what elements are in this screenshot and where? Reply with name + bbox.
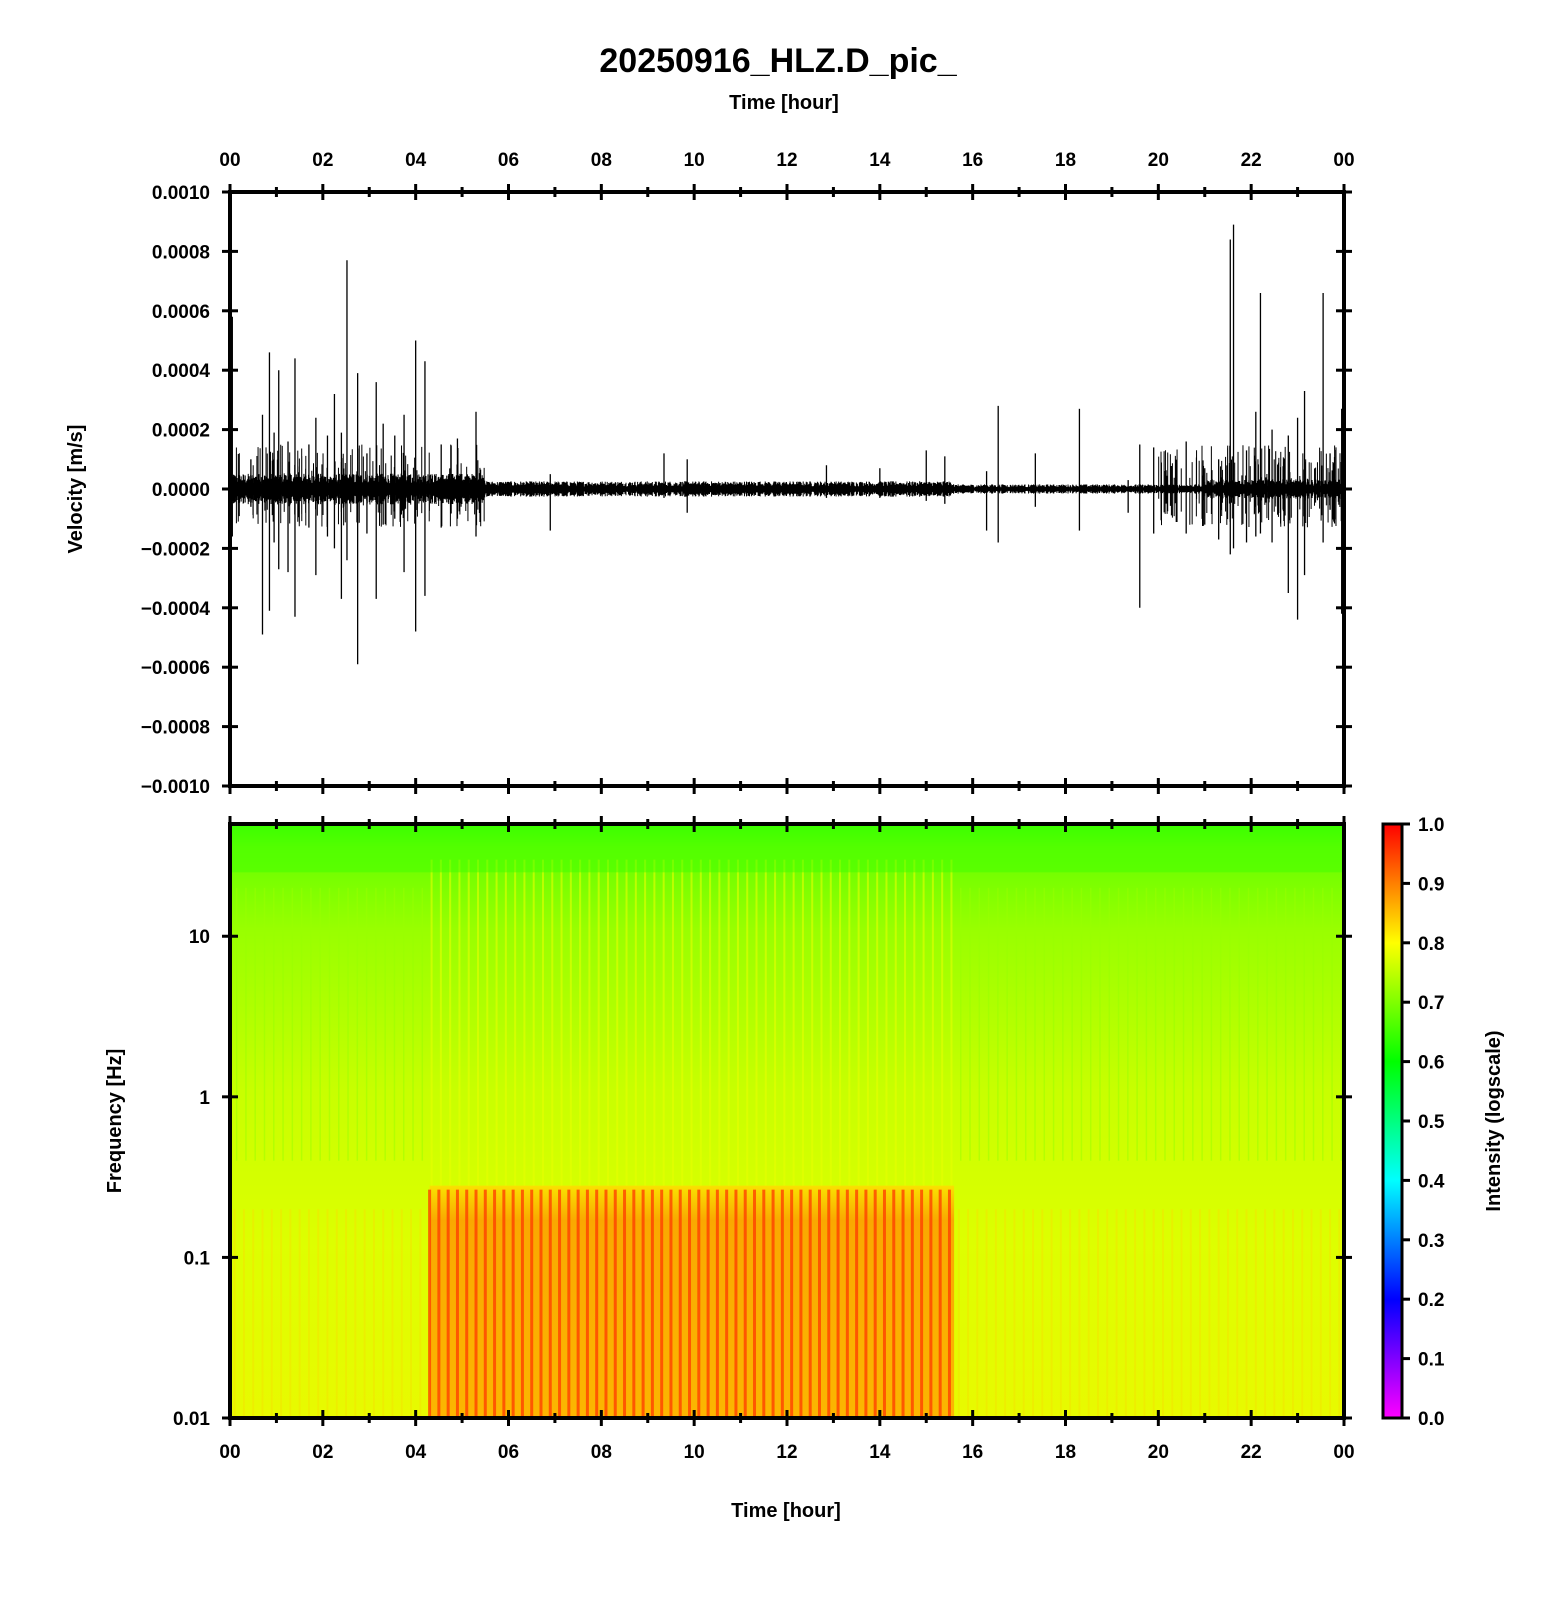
bottom-x-tick-label: 20 (1148, 1442, 1169, 1463)
spectrogram-panel: 00 02 04 06 08 10 12 14 16 18 20 22 00 10 1 0.1 0.01 Fre… (104, 816, 1355, 1522)
velocity-y-tick-label: −0.0010 (141, 777, 210, 798)
bottom-x-tick-label: 16 (962, 1442, 983, 1463)
velocity-y-tick-label: −0.0004 (141, 599, 211, 620)
colorbar-tick-label: 0.4 (1418, 1171, 1445, 1192)
velocity-y-tick-label: −0.0008 (141, 718, 210, 739)
velocity-y-tick-label: −0.0006 (141, 658, 210, 679)
frequency-y-axis-label: Frequency [Hz] (104, 1049, 126, 1193)
velocity-axis-ticks: 00 02 04 06 08 10 12 14 16 18 20 22 00 0.0010 0.0008 0.… (141, 150, 1355, 798)
colorbar-tick-label: 1.0 (1418, 815, 1444, 836)
bottom-x-tick-label: 10 (684, 1442, 705, 1463)
colorbar-ticks: 1.0 0.9 0.8 0.7 0.6 0.5 0.4 0.3 0.2 0.1 0.0 (1402, 815, 1445, 1430)
bottom-x-tick-label: 02 (312, 1442, 333, 1463)
top-x-tick-label: 20 (1148, 150, 1169, 171)
top-x-tick-label: 00 (1333, 150, 1354, 171)
velocity-y-tick-label: 0.0008 (152, 242, 210, 263)
bottom-x-tick-label: 08 (591, 1442, 612, 1463)
bottom-x-tick-label: 00 (1333, 1442, 1354, 1463)
colorbar-tick-label: 0.5 (1418, 1112, 1445, 1133)
colorbar-tick-label: 0.7 (1418, 993, 1444, 1014)
chart-title: 20250916_HLZ.D_pic_ (599, 42, 957, 80)
top-x-tick-label: 12 (776, 150, 797, 171)
top-x-tick-label: 14 (869, 150, 891, 171)
velocity-noise (229, 444, 1345, 528)
velocity-trace (229, 224, 1345, 665)
bottom-x-tick-label: 06 (498, 1442, 519, 1463)
spectrogram-stripes (230, 824, 1344, 1418)
velocity-y-tick-label: −0.0002 (141, 539, 210, 560)
colorbar: 1.0 0.9 0.8 0.7 0.6 0.5 0.4 0.3 0.2 0.1 0.0 Intens… (1381, 815, 1505, 1430)
velocity-y-tick-label: 0.0002 (152, 421, 210, 442)
bottom-x-tick-label: 12 (776, 1442, 797, 1463)
velocity-panel: 00 02 04 06 08 10 12 14 16 18 20 22 00 0.0010 0.0008 0.… (65, 150, 1355, 798)
top-x-tick-label: 02 (312, 150, 333, 171)
colorbar-tick-label: 0.9 (1418, 874, 1444, 895)
top-x-tick-label: 16 (962, 150, 983, 171)
bottom-x-tick-label: 04 (405, 1442, 427, 1463)
colorbar-tick-label: 0.6 (1418, 1053, 1444, 1074)
spectrogram-top-band (230, 824, 1344, 873)
colorbar-tick-label: 0.8 (1418, 934, 1444, 955)
velocity-y-tick-label: 0.0000 (152, 480, 210, 501)
top-x-axis-label: Time [hour] (729, 92, 839, 114)
velocity-y-tick-label: 0.0004 (152, 361, 211, 382)
top-x-tick-label: 10 (684, 150, 705, 171)
bottom-x-axis-label: Time [hour] (731, 1500, 841, 1522)
colorbar-tick-label: 0.0 (1418, 1409, 1444, 1430)
bottom-x-tick-label: 22 (1241, 1442, 1262, 1463)
colorbar-tick-label: 0.1 (1418, 1350, 1445, 1371)
top-x-tick-label: 22 (1241, 150, 1262, 171)
top-x-tick-label: 04 (405, 150, 427, 171)
velocity-y-tick-label: 0.0006 (152, 302, 210, 323)
top-x-tick-label: 06 (498, 150, 519, 171)
colorbar-label: Intensity (logscale) (1483, 1030, 1505, 1211)
bottom-x-tick-label: 00 (219, 1442, 240, 1463)
frequency-y-tick-label: 0.1 (184, 1248, 211, 1269)
velocity-y-tick-label: 0.0010 (152, 183, 210, 204)
top-x-tick-label: 18 (1055, 150, 1076, 171)
top-x-tick-label: 08 (591, 150, 612, 171)
colorbar-gradient (1381, 822, 1404, 1420)
frequency-y-tick-label: 0.01 (173, 1409, 210, 1430)
colorbar-tick-label: 0.2 (1418, 1290, 1444, 1311)
frequency-y-tick-label: 1 (199, 1088, 210, 1109)
top-x-tick-label: 00 (219, 150, 240, 171)
bottom-x-tick-label: 14 (869, 1442, 891, 1463)
colorbar-tick-label: 0.3 (1418, 1231, 1444, 1252)
bottom-x-tick-label: 18 (1055, 1442, 1076, 1463)
frequency-y-tick-label: 10 (189, 927, 210, 948)
velocity-y-axis-label: Velocity [m/s] (65, 425, 87, 554)
spectrogram-axis-ticks: 00 02 04 06 08 10 12 14 16 18 20 22 00 10 1 0.1 0.01 (173, 816, 1355, 1463)
